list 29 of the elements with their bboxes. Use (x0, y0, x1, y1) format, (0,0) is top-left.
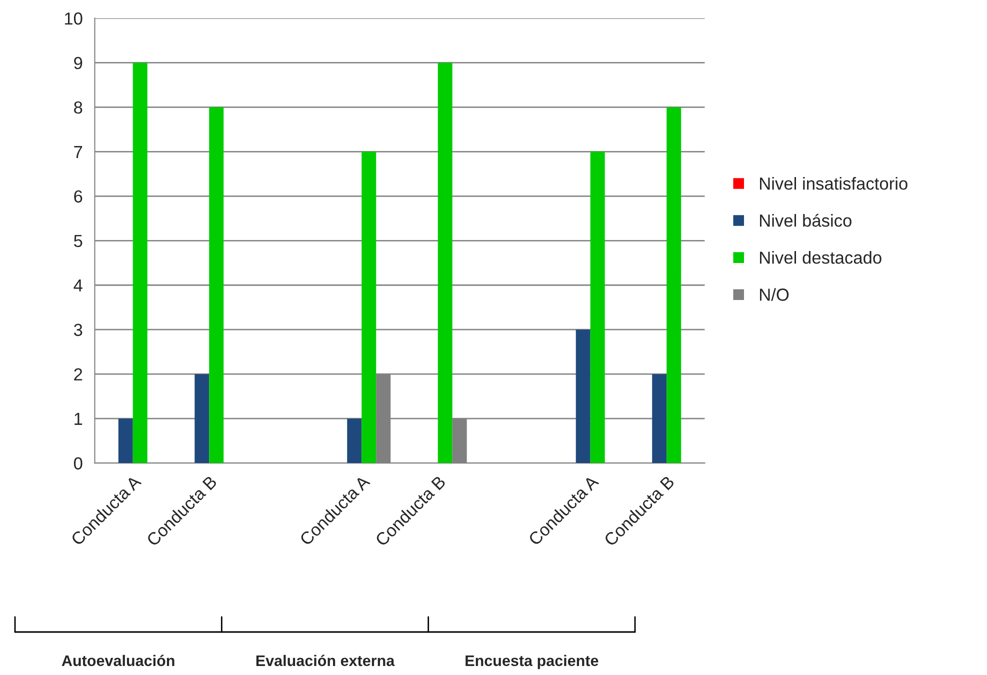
bar (652, 374, 667, 464)
y-tick-label: 10 (64, 12, 82, 25)
y-tick-label: 2 (74, 368, 82, 380)
y-tick-label: 3 (74, 324, 82, 336)
legend-label: Nivel destacado (760, 251, 882, 264)
legend-label: Nivel básico (760, 214, 852, 227)
bar (194, 374, 210, 464)
y-tick-label: 7 (74, 146, 82, 158)
y-tick-label: 6 (74, 190, 82, 203)
bar (347, 418, 362, 464)
text: Evaluación externa (256, 654, 395, 666)
y-tick-label: 4 (74, 279, 82, 292)
bar (666, 107, 682, 464)
y-tick-label: 0 (74, 457, 82, 470)
y-tick-label: 1 (74, 412, 82, 425)
bar (438, 62, 452, 464)
legend-label: Nivel insatisfactorio (760, 177, 908, 190)
bar (576, 330, 590, 464)
text: Autoevaluación (62, 654, 174, 666)
y-tick-label: 8 (74, 101, 82, 114)
y-tick-label: 5 (74, 234, 82, 248)
legend-label: N/O (760, 288, 789, 301)
text: Encuesta paciente (466, 654, 598, 670)
bar (132, 62, 148, 464)
bar (362, 152, 376, 464)
bar (209, 107, 224, 464)
bar (590, 152, 605, 464)
y-tick-label: 9 (74, 56, 82, 70)
bar (118, 418, 133, 464)
